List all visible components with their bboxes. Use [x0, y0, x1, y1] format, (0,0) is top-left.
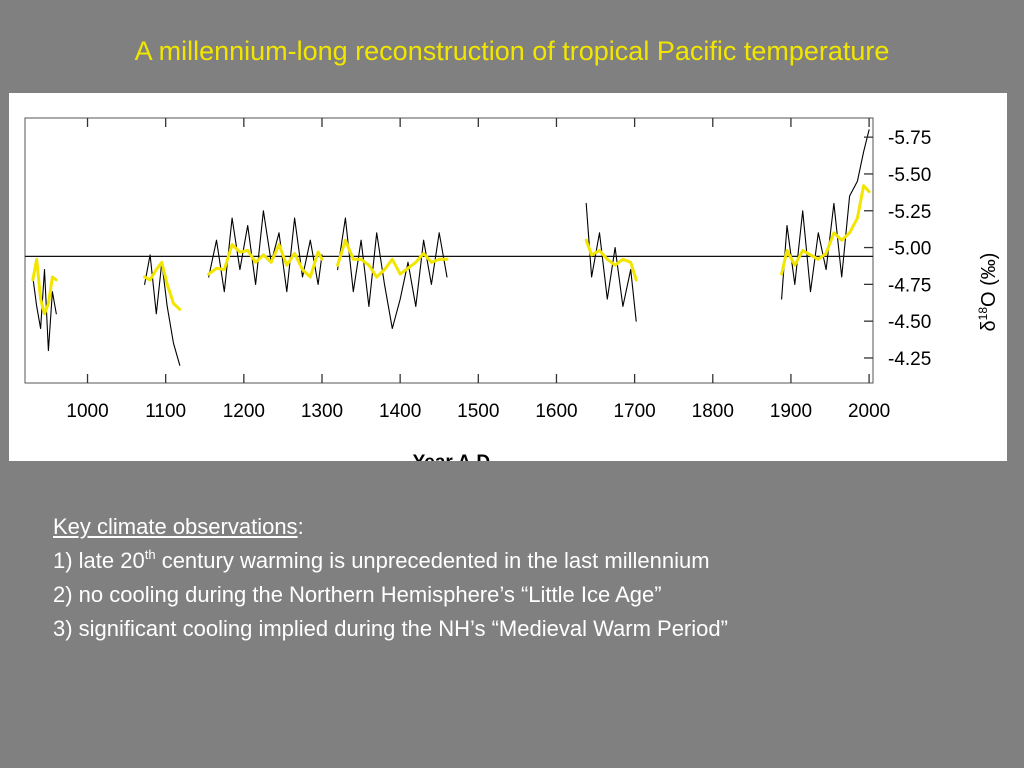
smoothed-series-group — [31, 184, 871, 316]
note-item-1-text: 1) late 20 — [53, 548, 145, 573]
smoothed-series-segment-3 — [207, 243, 324, 279]
raw-series-segment-5 — [585, 202, 637, 322]
raw-series-segment-1 — [32, 269, 57, 352]
y-tick-label--5.00: -5.00 — [888, 239, 931, 260]
raw-series-segment-6 — [781, 129, 870, 300]
plot-border — [24, 117, 874, 384]
y-tick-label--4.75: -4.75 — [888, 275, 931, 296]
plot-frame — [24, 117, 874, 384]
x-tick-label-1100: 1100 — [145, 401, 186, 422]
y-tick-label--4.50: -4.50 — [888, 312, 931, 333]
observations-notes: Key climate observations: 1) late 20th c… — [53, 510, 728, 646]
y-tick-label--5.75: -5.75 — [888, 128, 931, 149]
x-tick-label-1500: 1500 — [457, 401, 499, 422]
notes-heading: Key climate observations: — [53, 510, 728, 544]
x-tick-label-1600: 1600 — [535, 401, 577, 422]
note-item-1: 1) late 20th century warming is unpreced… — [53, 544, 728, 578]
y-tick-label--4.25: -4.25 — [888, 349, 931, 370]
x-tick-label-1300: 1300 — [301, 401, 343, 422]
smoothed-series-segment-1 — [31, 257, 58, 316]
x-tick-label-1400: 1400 — [379, 401, 421, 422]
raw-series-segment-3 — [208, 210, 323, 293]
notes-heading-label: Key climate observations — [53, 514, 298, 539]
smoothed-series-segment-2 — [143, 260, 182, 311]
notes-heading-colon: : — [297, 514, 304, 539]
chart-panel: 1000 1100 1200 1300 1400 1500 1600 1700 1800 1900… — [9, 93, 1007, 461]
slide-title: A millennium-long reconstruction of trop… — [134, 36, 890, 66]
raw-series-segment-4 — [337, 217, 448, 330]
tick-group: 1000 1100 1200 1300 1400 1500 1600 1700 1800 1900… — [66, 118, 931, 422]
y-axis-label-symbol: δ — [978, 320, 1000, 331]
note-item-3: 3) significant cooling implied during th… — [53, 612, 728, 646]
note-item-2-text: 2) no cooling during the Northern Hemisp… — [53, 582, 662, 607]
note-item-2: 2) no cooling during the Northern Hemisp… — [53, 578, 728, 612]
y-tick-label--5.50: -5.50 — [888, 165, 931, 186]
smoothed-series-segment-6 — [780, 184, 871, 276]
chart-svg: 1000 1100 1200 1300 1400 1500 1600 1700 1800 1900… — [24, 117, 1000, 461]
x-tick-label-1000: 1000 — [66, 401, 108, 422]
x-tick-label-1200: 1200 — [223, 401, 265, 422]
smoothed-series-segment-4 — [336, 238, 449, 279]
y-axis-label-sup: 18 — [976, 307, 990, 321]
note-item-1-suffix: century warming is unprecedented in the … — [155, 548, 710, 573]
x-tick-label-1800: 1800 — [692, 401, 734, 422]
y-tick-label--5.25: -5.25 — [888, 202, 931, 223]
note-item-3-text: 3) significant cooling implied during th… — [53, 616, 728, 641]
y-axis-label-rest: O (‰) — [978, 253, 1000, 307]
raw-series-segment-2 — [144, 254, 181, 366]
smoothed-series-segment-5 — [584, 238, 638, 282]
x-tick-label-1900: 1900 — [770, 401, 812, 422]
raw-series-group — [32, 129, 870, 366]
note-item-1-sup: th — [144, 546, 156, 562]
x-tick-label-1700: 1700 — [613, 401, 655, 422]
x-axis-label: Year A.D. — [413, 452, 496, 461]
x-tick-label-2000: 2000 — [848, 401, 890, 422]
y-axis-label: δ18O (‰) — [976, 253, 1000, 332]
